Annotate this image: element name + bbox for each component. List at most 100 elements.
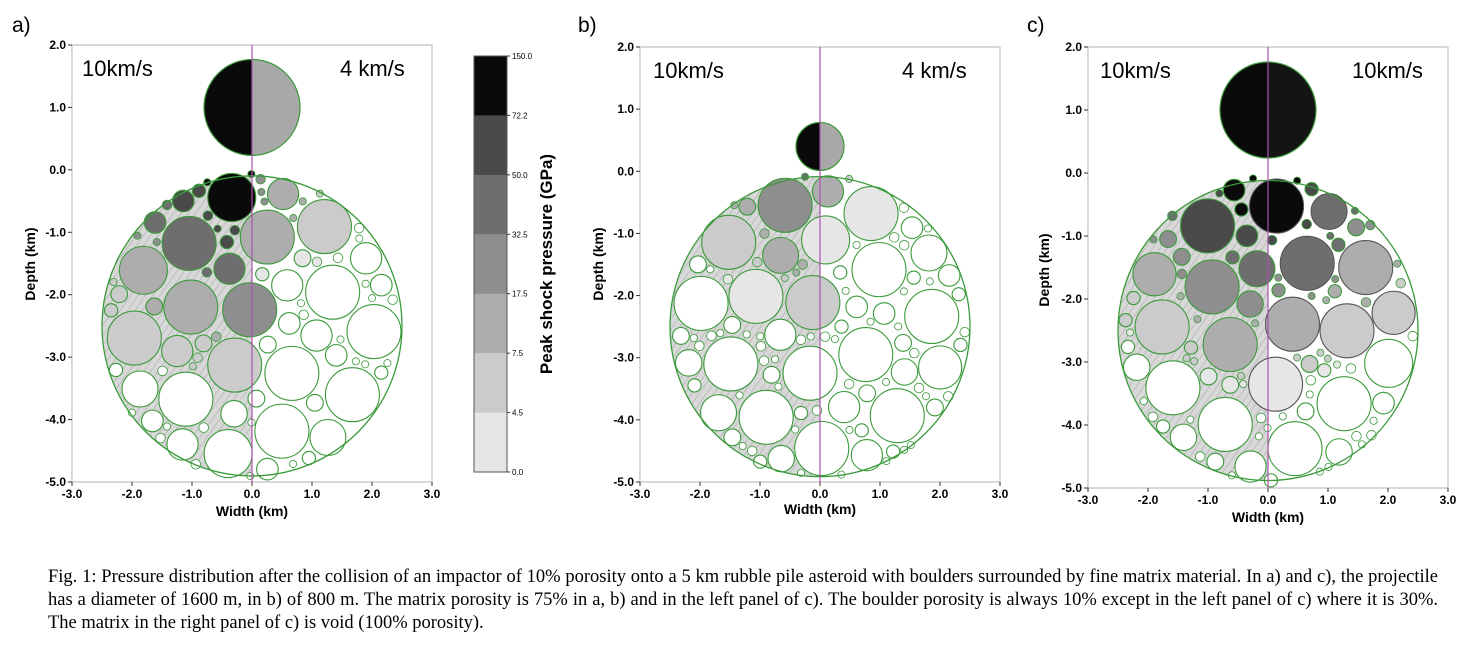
- boulder: [1132, 252, 1177, 297]
- colorbar-tick-label: 7.5: [512, 349, 524, 358]
- boulder: [1351, 431, 1362, 442]
- boulder: [1319, 303, 1375, 359]
- y-tick-label: -3.0: [613, 351, 634, 365]
- boulder: [689, 333, 698, 342]
- right-speed-label: 10km/s: [1352, 58, 1423, 83]
- boulder: [1347, 218, 1366, 237]
- boulder: [833, 265, 848, 280]
- boulder: [368, 294, 377, 303]
- boulder: [1234, 450, 1267, 483]
- boulder: [133, 231, 142, 240]
- boulder: [152, 237, 161, 246]
- boulder: [192, 352, 203, 363]
- boulder: [1251, 319, 1260, 328]
- boulder: [1122, 353, 1151, 381]
- boulder: [1293, 353, 1302, 362]
- boulder: [1180, 198, 1236, 254]
- x-tick-label: 1.0: [304, 487, 321, 501]
- y-tick-label: -5.0: [1061, 481, 1082, 495]
- boulder: [858, 384, 877, 403]
- boulder: [296, 199, 352, 255]
- boulder: [1365, 219, 1376, 231]
- boulder: [1172, 247, 1191, 266]
- boulder: [1296, 402, 1315, 421]
- boulder: [1323, 354, 1332, 363]
- boulder: [755, 341, 767, 352]
- x-tick-label: -1.0: [182, 487, 203, 501]
- boulder: [1316, 376, 1372, 432]
- x-tick-label: 0.0: [1260, 493, 1277, 507]
- y-tick-label: -5.0: [613, 475, 634, 489]
- x-tick-label: 2.0: [364, 487, 381, 501]
- colorbar-tick-label: 150.0: [512, 52, 533, 61]
- boulder: [906, 270, 921, 285]
- boulder: [106, 310, 162, 366]
- y-tick-label: -3.0: [45, 350, 66, 364]
- caption-line: material. In a) and c), the projectile h…: [48, 567, 1438, 610]
- boulder: [374, 365, 389, 380]
- boulder: [767, 444, 795, 473]
- boulder: [1147, 411, 1159, 423]
- boulder: [190, 459, 201, 470]
- boulder: [1225, 250, 1240, 265]
- boulder: [795, 334, 807, 345]
- boulder: [1316, 348, 1325, 357]
- boulder: [1134, 299, 1190, 355]
- boulder: [1279, 235, 1335, 291]
- boulder: [758, 355, 770, 366]
- boulder: [158, 371, 214, 427]
- boulder: [785, 274, 841, 331]
- projectile-left: [204, 59, 252, 156]
- boulder: [889, 232, 900, 243]
- y-tick-label: -4.0: [613, 413, 634, 427]
- y-tick-label: 2.0: [617, 40, 634, 54]
- y-axis-label: Depth (km): [1036, 233, 1052, 306]
- boulder: [104, 303, 119, 318]
- boulder: [819, 331, 831, 342]
- boulder: [202, 210, 214, 221]
- boulder: [194, 334, 213, 353]
- y-tick-label: 1.0: [617, 102, 634, 116]
- boulder: [305, 264, 361, 320]
- colorbar-band: [474, 412, 507, 473]
- boulder: [951, 287, 966, 302]
- boulder: [266, 177, 300, 211]
- boulder: [121, 370, 159, 408]
- boulder: [723, 316, 742, 334]
- boulder: [738, 389, 794, 445]
- y-tick-label: -2.0: [1061, 292, 1082, 306]
- boulder: [1190, 357, 1199, 366]
- boulder: [161, 334, 194, 368]
- boulder: [1369, 416, 1378, 425]
- boulder: [869, 388, 925, 444]
- boulder: [922, 392, 931, 401]
- boulder: [211, 331, 222, 342]
- x-tick-label: -3.0: [62, 487, 83, 501]
- boulder: [1235, 224, 1259, 248]
- boulder: [722, 274, 734, 285]
- boulder: [332, 252, 344, 264]
- boulder: [1317, 363, 1332, 378]
- x-tick-label: 3.0: [992, 487, 1009, 501]
- caption-line: Fig. 1: Pressure distribution after the …: [48, 567, 1172, 587]
- boulder: [1176, 268, 1188, 280]
- panel-a: a) -3.0 -2.0 -1.0 0.0 1.0 2.0 3.0 2.0 1.0 0.0 -1.0…: [12, 14, 441, 519]
- boulder: [383, 359, 392, 368]
- y-tick-label: 1.0: [49, 100, 66, 114]
- boulder: [1126, 328, 1135, 337]
- panel-a-plot: -3.0 -2.0 -1.0 0.0 1.0 2.0 3.0 2.0 1.0 0.0 -1.0 -2.…: [45, 38, 440, 501]
- boulder: [738, 197, 757, 216]
- boulder: [687, 378, 702, 393]
- boulder: [1120, 339, 1136, 355]
- boulder: [872, 302, 896, 325]
- boulder: [1327, 284, 1342, 299]
- boulder: [1193, 315, 1202, 324]
- x-tick-label: -1.0: [750, 487, 771, 501]
- y-tick-label: 2.0: [49, 38, 66, 52]
- caption-line: boulder porosity is always 10% except in…: [48, 590, 1438, 633]
- boulder: [1202, 316, 1258, 373]
- panel-c: c) -3.0 -2.0 -1.0 0.0 1.0 2.0 3.0 2.0 1.0 0.0 -1.0…: [1027, 14, 1457, 525]
- x-tick-label: 2.0: [932, 487, 949, 501]
- y-tick-label: -4.0: [45, 413, 66, 427]
- boulder: [1197, 396, 1253, 453]
